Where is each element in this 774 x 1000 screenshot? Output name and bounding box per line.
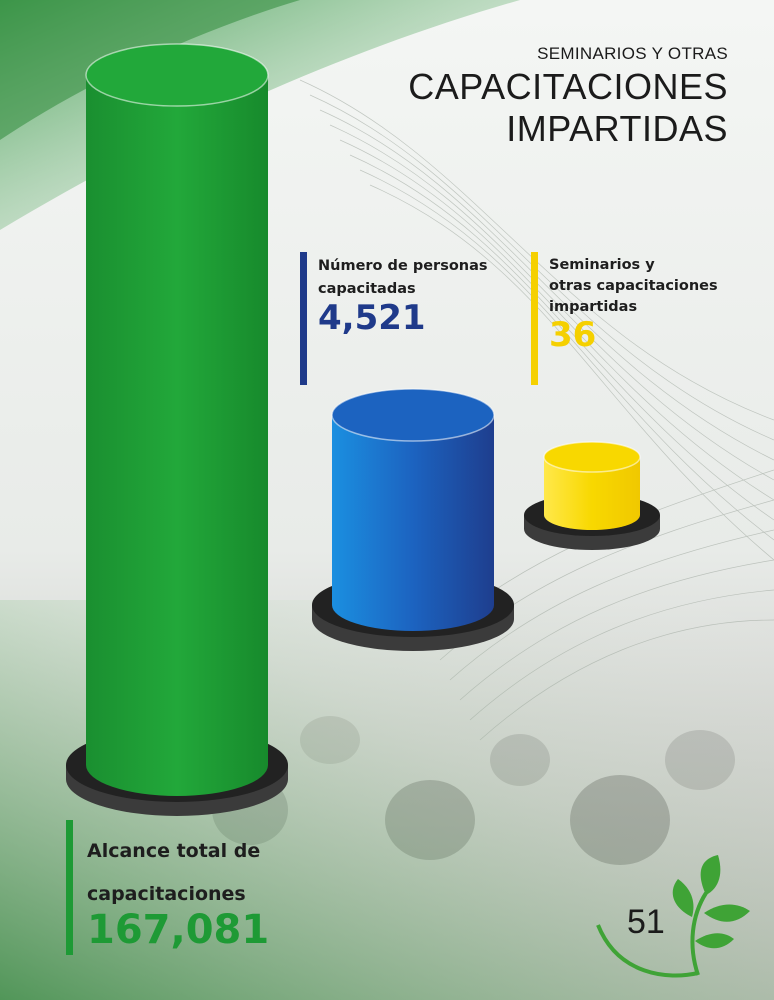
cylinder-top [85,43,269,107]
page-header: SEMINARIOS Y OTRAS CAPACITACIONES IMPART… [408,44,728,148]
stat-seminarios-label-line3: impartidas [549,299,638,315]
stat-alcance-label-line1: Alcance total de [87,840,261,862]
stat-personas-label-line1: Número de personas [318,258,488,274]
cylinder-bar [66,43,288,816]
cylinder-body [544,457,640,530]
cylinder-top [543,441,641,473]
page-number: 51 [627,903,665,941]
page-title-line1: CAPACITACIONES [408,66,728,107]
cylinder-bar [312,388,514,651]
stat-seminarios-label-line1: Seminarios y [549,257,655,273]
stat-seminarios: Seminarios y otras capacitaciones impart… [531,252,718,385]
cylinder-bar [524,441,660,550]
stat-personas: Número de personas capacitadas 4,521 [300,252,488,385]
stat-alcance: Alcance total de capacitaciones 167,081 [66,820,270,955]
cylinder-body [86,75,268,796]
leaf-sprout-icon [596,855,750,978]
stat-personas-value: 4,521 [318,298,426,338]
cylinder-top [331,388,495,442]
page-title-line2: IMPARTIDAS [506,108,728,149]
stat-personas-label-line2: capacitadas [318,281,416,297]
stat-alcance-label-line2: capacitaciones [87,883,246,905]
stat-seminarios-label-line2: otras capacitaciones [549,278,718,294]
stat-seminarios-accent-bar [531,252,538,385]
cylinder-body [332,415,494,631]
stat-seminarios-value: 36 [549,315,597,355]
stat-personas-accent-bar [300,252,307,385]
stat-alcance-accent-bar [66,820,73,955]
stat-alcance-value: 167,081 [87,907,270,953]
page-subtitle: SEMINARIOS Y OTRAS [537,44,728,63]
